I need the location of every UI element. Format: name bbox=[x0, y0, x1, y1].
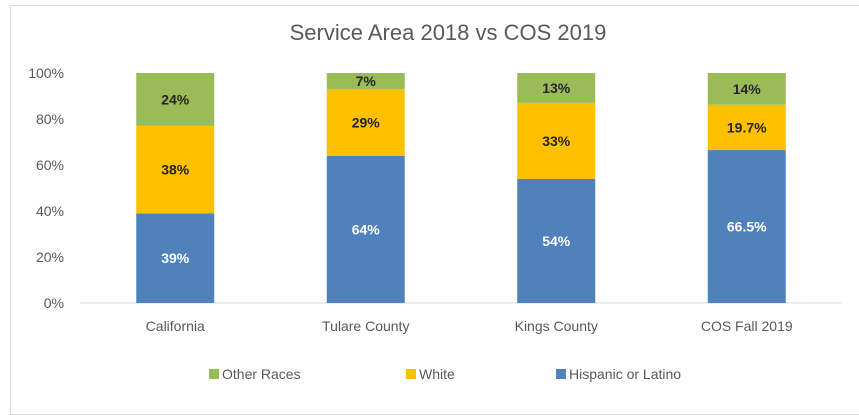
x-tick-label: COS Fall 2019 bbox=[701, 318, 793, 334]
chart-title: Service Area 2018 vs COS 2019 bbox=[290, 20, 607, 45]
data-label: 39% bbox=[161, 250, 190, 266]
x-tick-label: California bbox=[146, 318, 205, 334]
y-tick-label: 60% bbox=[36, 157, 64, 173]
labels-layer: 39% 38% 24% 64% 29% 7% 54% 33% 13% 66.5% 19.7% 14% bbox=[161, 73, 767, 266]
data-label: 14% bbox=[733, 81, 762, 97]
y-tick-label: 100% bbox=[28, 65, 64, 81]
legend-label: Other Races bbox=[222, 366, 301, 382]
bar-segment bbox=[136, 73, 215, 126]
bar-segment bbox=[326, 89, 405, 156]
bar-segment bbox=[326, 73, 405, 90]
y-tick-label: 80% bbox=[36, 111, 64, 127]
data-label: 54% bbox=[542, 233, 571, 249]
bars-layer bbox=[136, 73, 786, 303]
data-label: 29% bbox=[352, 114, 381, 130]
data-label: 38% bbox=[161, 162, 190, 178]
bar-segment bbox=[707, 150, 786, 303]
data-label: 7% bbox=[356, 73, 377, 89]
legend-swatch bbox=[556, 369, 566, 379]
bar-segment bbox=[517, 73, 596, 103]
legend-label: Hispanic or Latino bbox=[569, 366, 681, 382]
legend-swatch bbox=[406, 369, 416, 379]
data-label: 66.5% bbox=[727, 219, 767, 235]
y-tick-label: 0% bbox=[44, 295, 64, 311]
stacked-bar-chart: Service Area 2018 vs COS 2019 0% 20% 40% 60… bbox=[28, 20, 842, 382]
legend-label: White bbox=[419, 366, 455, 382]
data-label: 33% bbox=[542, 133, 571, 149]
data-label: 64% bbox=[352, 221, 381, 237]
bar-segment bbox=[517, 102, 596, 179]
x-tick-label: Tulare County bbox=[322, 318, 409, 334]
bar-segment bbox=[707, 104, 786, 151]
bar-segment bbox=[517, 178, 596, 303]
legend-swatch bbox=[209, 369, 219, 379]
data-label: 13% bbox=[542, 80, 571, 96]
bar-segment bbox=[326, 155, 405, 303]
bar-segment bbox=[136, 213, 215, 303]
legend: Other Races White Hispanic or Latino bbox=[209, 366, 681, 382]
bar-segment bbox=[136, 125, 215, 214]
x-tick-label: Kings County bbox=[515, 318, 598, 334]
data-label: 19.7% bbox=[727, 119, 767, 135]
y-tick-label: 40% bbox=[36, 203, 64, 219]
axis-layer: 0% 20% 40% 60% 80% 100% California Tulare Count… bbox=[28, 65, 842, 334]
bar-segment bbox=[707, 73, 786, 105]
y-tick-label: 20% bbox=[36, 249, 64, 265]
data-label: 24% bbox=[161, 91, 190, 107]
